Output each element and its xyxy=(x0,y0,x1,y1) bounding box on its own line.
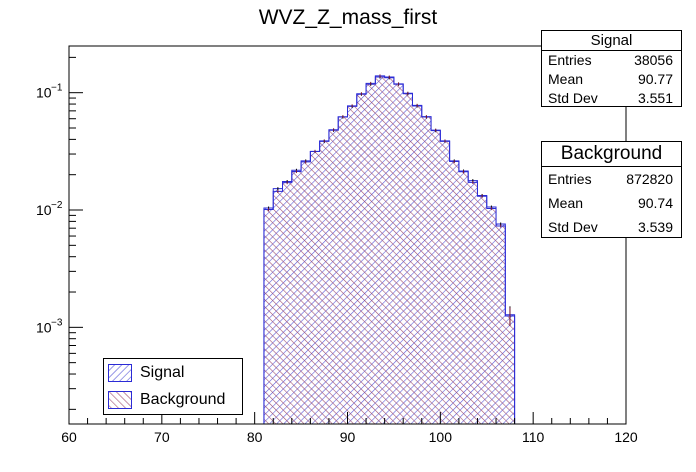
legend-item-background: Background xyxy=(104,386,242,413)
signal-mean-row: Mean 90.77 xyxy=(542,70,681,89)
x-tick-label: 90 xyxy=(340,429,356,445)
background-bar xyxy=(282,182,292,424)
legend-swatch-signal xyxy=(108,363,132,382)
error-bars xyxy=(268,74,511,327)
background-bar xyxy=(338,116,348,424)
background-bar xyxy=(356,93,367,424)
chart-title: WVZ_Z_mass_first xyxy=(259,6,438,29)
signal-stats-box: Signal Entries 38056 Mean 90.77 Std Dev … xyxy=(541,30,682,107)
background-bar xyxy=(505,315,515,424)
background-bar xyxy=(421,116,432,425)
background-bar xyxy=(328,129,339,424)
legend: Signal Background xyxy=(103,358,243,415)
std-label: Std Dev xyxy=(548,219,598,235)
background-bar xyxy=(375,75,385,425)
x-tick-label: 60 xyxy=(61,429,77,445)
legend-label-background: Background xyxy=(140,390,226,408)
background-bar xyxy=(301,161,311,424)
background-bar xyxy=(496,226,506,424)
background-stats-title: Background xyxy=(542,142,681,167)
background-bar xyxy=(347,105,357,424)
background-bar xyxy=(468,182,478,424)
background-bar xyxy=(310,151,320,424)
background-bar xyxy=(384,77,394,425)
background-bar xyxy=(412,105,422,424)
x-tick-label: 110 xyxy=(522,429,545,445)
x-tick-label: 80 xyxy=(247,429,263,445)
signal-entries-row: Entries 38056 xyxy=(542,51,681,70)
y-tick-label: 10 xyxy=(36,319,52,335)
y-tick-label: 10 xyxy=(36,202,52,218)
background-entries-value: 872820 xyxy=(626,171,673,187)
signal-std-row: Std Dev 3.551 xyxy=(542,89,681,108)
y-axis: 10−110−210−3 xyxy=(36,56,83,410)
background-bar xyxy=(440,140,450,424)
x-axis: 60 70 80 90 100 110 120 xyxy=(61,412,638,445)
background-bar xyxy=(273,191,283,424)
signal-stats-title: Signal xyxy=(542,31,681,51)
background-stats-box: Background Entries 872820 Mean 90.74 Std… xyxy=(541,141,682,238)
std-label: Std Dev xyxy=(548,90,598,106)
mean-label: Mean xyxy=(548,195,584,211)
entries-label: Entries xyxy=(548,52,592,68)
background-bar xyxy=(291,171,302,424)
background-bar xyxy=(458,171,469,424)
y-tick-exponent: −3 xyxy=(51,317,63,328)
background-bar xyxy=(263,209,274,424)
x-tick-label: 100 xyxy=(429,429,453,445)
x-tick-label: 120 xyxy=(614,429,638,445)
background-bar xyxy=(393,83,404,424)
background-bar xyxy=(449,161,459,424)
background-std-row: Std Dev 3.539 xyxy=(542,215,681,239)
signal-mean-value: 90.77 xyxy=(637,71,673,87)
background-bar xyxy=(319,140,329,424)
x-tick-label: 70 xyxy=(154,429,170,445)
legend-label-signal: Signal xyxy=(140,363,185,381)
background-bar xyxy=(366,83,376,424)
entries-label: Entries xyxy=(548,171,592,187)
signal-entries-value: 38056 xyxy=(634,52,673,68)
background-entries-row: Entries 872820 xyxy=(542,167,681,191)
background-bar xyxy=(431,130,441,424)
legend-item-signal: Signal xyxy=(104,359,242,386)
y-tick-exponent: −1 xyxy=(51,83,63,94)
y-tick-label: 10 xyxy=(36,85,52,101)
background-mean-value: 90.74 xyxy=(637,195,673,211)
background-bar xyxy=(403,93,413,425)
background-std-value: 3.539 xyxy=(637,219,673,235)
signal-std-value: 3.551 xyxy=(637,90,673,106)
y-tick-exponent: −2 xyxy=(51,200,63,211)
mean-label: Mean xyxy=(548,71,584,87)
background-bar xyxy=(486,208,497,424)
legend-swatch-background xyxy=(108,390,132,409)
background-series xyxy=(263,75,626,425)
background-mean-row: Mean 90.74 xyxy=(542,191,681,215)
background-bar xyxy=(477,196,487,424)
